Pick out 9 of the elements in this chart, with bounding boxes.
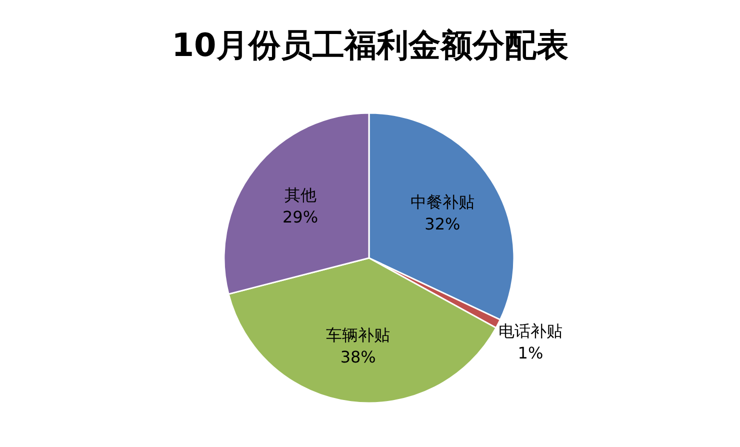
slice-label: 车辆补贴 [326, 325, 390, 344]
slice-label: 其他 [284, 186, 316, 205]
data-label: 32% [424, 214, 460, 234]
chart-title: 10月份员工福利金额分配表 [172, 26, 568, 64]
slice-label: 电话补贴 [498, 321, 562, 340]
data-label: 29% [282, 208, 318, 227]
slice-label: 中餐补贴 [410, 192, 474, 212]
data-label: 1% [518, 343, 544, 362]
data-label: 38% [340, 347, 376, 366]
